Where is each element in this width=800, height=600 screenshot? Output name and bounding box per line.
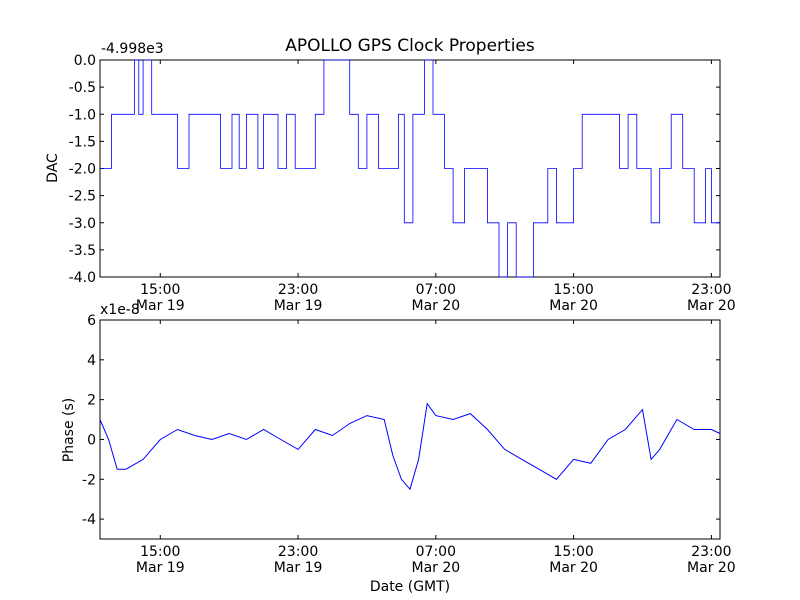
dac-ytick-label: 0.0 xyxy=(74,53,96,69)
phase-xtick-date: Mar 20 xyxy=(687,560,736,576)
dac-ytick-label: -1.0 xyxy=(69,107,96,123)
dac-xtick-date: Mar 20 xyxy=(411,298,460,314)
dac-series xyxy=(100,59,720,278)
phase-xtick-time: 23:00 xyxy=(278,544,318,560)
phase-xtick-date: Mar 19 xyxy=(274,560,323,576)
dac-xtick-time: 15:00 xyxy=(553,282,593,298)
phase-xtick-time: 15:00 xyxy=(553,544,593,560)
phase-ylabel: Phase (s) xyxy=(61,398,77,462)
phase-series xyxy=(99,402,721,491)
dac-xtick-date: Mar 19 xyxy=(136,298,185,314)
dac-xtick-time: 23:00 xyxy=(278,282,318,298)
phase-ytick-label: 2 xyxy=(87,393,96,409)
phase-ytick-label: -4 xyxy=(82,512,96,528)
dac-ytick-label: -4.0 xyxy=(69,270,96,286)
dac-xtick-date: Mar 20 xyxy=(549,298,598,314)
phase-axes-frame xyxy=(99,319,721,540)
dac-xtick-time: 23:00 xyxy=(691,282,731,298)
phase-xtick-time: 15:00 xyxy=(140,544,180,560)
phase-ytick-label: 6 xyxy=(87,313,96,329)
dac-ytick-label: -3.5 xyxy=(69,243,96,259)
phase-series-line xyxy=(99,402,721,491)
x-axis-label: Date (GMT) xyxy=(370,579,450,595)
dac-xtick-date: Mar 19 xyxy=(274,298,323,314)
dac-axes: -4.998e3 DAC -4.0 -3.5 -3.0 -2.5 -2.0 -1.5 -1.… xyxy=(45,41,736,314)
chart-title: APOLLO GPS Clock Properties xyxy=(285,36,535,56)
phase-xtick-date: Mar 19 xyxy=(136,560,185,576)
phase-xtick-date: Mar 20 xyxy=(411,560,460,576)
dac-ytick-label: -3.0 xyxy=(69,216,96,232)
dac-ytick-label: -2.0 xyxy=(69,162,96,178)
dac-ytick-label: -0.5 xyxy=(69,80,96,96)
phase-ytick-label: 4 xyxy=(87,353,96,369)
phase-xtick-date: Mar 20 xyxy=(549,560,598,576)
dac-series-line xyxy=(100,59,720,278)
phase-xtick-time: 23:00 xyxy=(691,544,731,560)
dac-xtick-time: 07:00 xyxy=(416,282,456,298)
phase-ytick-label: 0 xyxy=(87,432,96,448)
dac-ytick-label: -2.5 xyxy=(69,189,96,205)
dac-ticks: -4.0 -3.5 -3.0 -2.5 -2.0 -1.5 -1.0 -0.5 0.0 15:00… xyxy=(69,53,736,314)
dac-xtick-date: Mar 20 xyxy=(687,298,736,314)
dac-ylabel: DAC xyxy=(45,153,61,183)
phase-xtick-time: 07:00 xyxy=(416,544,456,560)
phase-ytick-label: -2 xyxy=(82,472,96,488)
dac-xtick-time: 15:00 xyxy=(140,282,180,298)
phase-offset-label: x1e-8 xyxy=(100,302,140,318)
dac-ytick-label: -1.5 xyxy=(69,134,96,150)
dac-offset-label: -4.998e3 xyxy=(101,41,164,57)
